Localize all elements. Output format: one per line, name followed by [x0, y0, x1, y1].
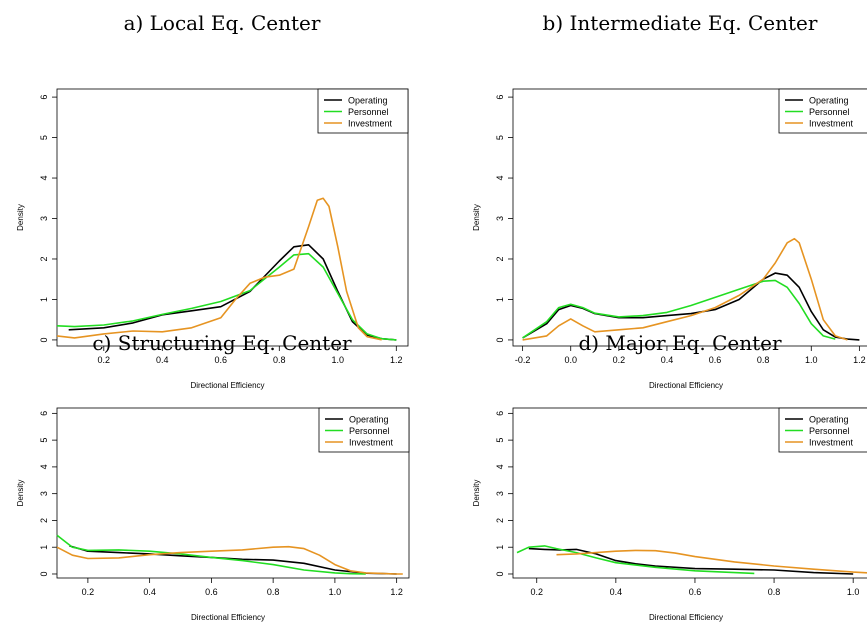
y-axis-label: Density	[16, 204, 25, 231]
x-tick-label: 1.2	[390, 587, 403, 597]
x-axis-label: Directional Efficiency	[190, 381, 264, 390]
x-tick-label: 0.2	[613, 355, 626, 365]
x-tick-label: 0.2	[98, 355, 111, 365]
y-tick-label: 4	[495, 176, 505, 181]
x-tick-label: 0.6	[689, 587, 702, 597]
plot-frame	[512, 407, 867, 579]
series-line-investment	[56, 545, 403, 575]
y-tick-label: 5	[495, 438, 505, 443]
panel-title: b) Intermediate Eq. Center	[543, 11, 818, 35]
y-tick-label: 1	[39, 297, 49, 302]
x-tick-label: 0.8	[273, 355, 286, 365]
legend-label: Personnel	[809, 426, 850, 436]
x-tick-label: 0.2	[82, 587, 95, 597]
series-line-investment	[56, 197, 382, 341]
panel-b-intermediate: b) Intermediate Eq. Center -0.2 0.0 0.2 0.4 0…	[472, 11, 867, 390]
y-tick-label: 3	[495, 216, 505, 221]
legend-label: Operating	[809, 96, 849, 106]
y-axis-label: Density	[472, 480, 481, 507]
x-tick-label: 1.0	[329, 587, 342, 597]
y-tick-label: 1	[495, 545, 505, 550]
y-axis-label: Density	[16, 480, 25, 507]
plot-frame	[512, 88, 867, 347]
x-tick-label: 0.8	[267, 587, 280, 597]
series-line-investment	[522, 237, 848, 341]
y-tick-label: 5	[495, 135, 505, 140]
y-tick-label: 1	[39, 545, 49, 550]
x-tick-label: 1.0	[332, 355, 345, 365]
x-tick-label: 0.8	[757, 355, 770, 365]
series-line-personnel	[56, 534, 366, 575]
y-tick-label: 2	[495, 256, 505, 261]
series-line-operating	[522, 272, 860, 341]
y-tick-label: 3	[495, 491, 505, 496]
y-tick-label: 0	[39, 571, 49, 576]
y-tick-label: 6	[495, 411, 505, 416]
legend-label: Investment	[809, 438, 854, 448]
y-tick-label: 5	[39, 438, 49, 443]
x-tick-label: 1.2	[390, 355, 403, 365]
x-axis-label: Directional Efficiency	[649, 613, 723, 622]
y-tick-label: 5	[39, 135, 49, 140]
x-tick-label: 0.6	[205, 587, 218, 597]
x-tick-label: 0.4	[661, 355, 674, 365]
y-tick-label: 3	[39, 491, 49, 496]
x-tick-label: 0.8	[768, 587, 781, 597]
y-tick-label: 4	[39, 176, 49, 181]
legend-label: Personnel	[349, 426, 390, 436]
x-tick-label: 0.6	[215, 355, 228, 365]
x-tick-label: 0.4	[143, 587, 156, 597]
x-tick-label: 0.0	[564, 355, 577, 365]
x-axis-label: Directional Efficiency	[649, 381, 723, 390]
y-tick-label: 1	[495, 297, 505, 302]
legend-label: Investment	[348, 119, 393, 129]
panel-a-local: a) Local Eq. Center 0.2 0.4 0.6 0.8 1.0 1.2 0 1 2…	[16, 11, 409, 390]
y-tick-label: 0	[495, 337, 505, 342]
y-axis-label: Density	[472, 204, 481, 231]
y-tick-label: 3	[39, 216, 49, 221]
y-tick-label: 0	[495, 571, 505, 576]
y-tick-label: 2	[39, 256, 49, 261]
legend-label: Investment	[349, 438, 394, 448]
plot-frame	[56, 88, 409, 347]
y-tick-label: 2	[39, 518, 49, 523]
legend-label: Personnel	[809, 107, 850, 117]
series-line-personnel	[522, 279, 836, 340]
y-tick-label: 6	[39, 95, 49, 100]
y-tick-label: 6	[495, 95, 505, 100]
legend-label: Operating	[809, 415, 849, 425]
panel-title: a) Local Eq. Center	[124, 11, 321, 35]
y-tick-label: 4	[39, 464, 49, 469]
legend-label: Operating	[349, 415, 389, 425]
x-tick-label: -0.2	[515, 355, 531, 365]
x-tick-label: 0.4	[610, 587, 623, 597]
plot-frame	[56, 407, 410, 579]
y-tick-label: 6	[39, 411, 49, 416]
series-line-personnel	[516, 545, 755, 575]
x-tick-label: 0.4	[156, 355, 169, 365]
y-tick-label: 0	[39, 337, 49, 342]
y-tick-label: 2	[495, 518, 505, 523]
x-axis-label: Directional Efficiency	[191, 613, 265, 622]
series-line-investment	[556, 549, 867, 574]
x-tick-label: 0.6	[709, 355, 722, 365]
x-tick-label: 1.0	[805, 355, 818, 365]
panel-title: c) Structuring Eq. Center	[92, 331, 352, 355]
legend-label: Investment	[809, 119, 854, 129]
y-tick-label: 4	[495, 464, 505, 469]
x-tick-label: 1.2	[853, 355, 866, 365]
legend-label: Personnel	[348, 107, 389, 117]
legend-label: Operating	[348, 96, 388, 106]
x-tick-label: 0.2	[530, 587, 543, 597]
panel-title: d) Major Eq. Center	[578, 331, 782, 355]
x-tick-label: 1.0	[847, 587, 860, 597]
